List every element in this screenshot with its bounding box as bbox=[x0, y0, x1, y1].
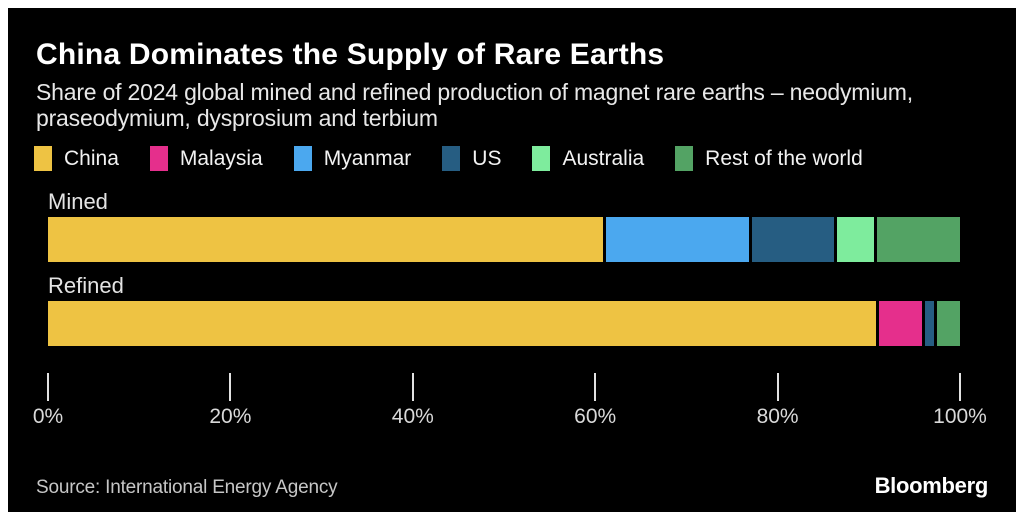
legend-label: Myanmar bbox=[323, 146, 412, 170]
x-axis: 0% 20% 40% 60% 80% 100% bbox=[33, 373, 987, 431]
axis-tick-label: 80% bbox=[756, 405, 799, 428]
chart-header: China Dominates the Supply of Rare Earth… bbox=[8, 8, 1016, 131]
bloomberg-logo: Bloomberg bbox=[874, 473, 989, 498]
axis-tick-mark bbox=[594, 373, 597, 401]
legend-swatch bbox=[442, 146, 461, 171]
legend-label: Malaysia bbox=[179, 146, 263, 170]
legend-item: Malaysia bbox=[149, 146, 263, 171]
bar-segment-rest-of-the-world bbox=[936, 301, 960, 346]
legend-item: China bbox=[34, 146, 119, 171]
legend: China Malaysia Myanmar US Australia Rest of t… bbox=[34, 146, 988, 171]
legend-label: China bbox=[64, 146, 119, 170]
legend-label: Australia bbox=[562, 146, 645, 170]
bar-segment-us bbox=[751, 217, 835, 262]
axis-tick-label: 40% bbox=[391, 405, 434, 428]
legend-swatch bbox=[34, 146, 52, 171]
legend-item: US bbox=[442, 146, 501, 171]
legend-item: Australia bbox=[532, 146, 644, 171]
axis-tick-mark bbox=[47, 373, 49, 401]
legend-label: Rest of the world bbox=[705, 146, 863, 170]
axis-tick-mark bbox=[411, 373, 414, 401]
bar-category-label: Mined bbox=[48, 189, 108, 214]
axis-tick-mark bbox=[229, 373, 232, 401]
axis-tick-label: 60% bbox=[574, 405, 617, 428]
axis-tick-mark bbox=[959, 373, 961, 401]
bar-segment-china bbox=[48, 301, 877, 346]
axis-tick-mark bbox=[776, 373, 779, 401]
bar-segment-us bbox=[925, 301, 934, 346]
axis-tick-label: 100% bbox=[933, 405, 987, 428]
bar-track bbox=[48, 301, 960, 346]
legend-item: Myanmar bbox=[293, 146, 412, 171]
bar-segment-australia bbox=[837, 217, 874, 262]
bar-segment-myanmar bbox=[605, 217, 749, 262]
legend-swatch bbox=[293, 146, 312, 171]
chart-footer: Source: International Energy Agency Bloo… bbox=[8, 473, 1016, 499]
bar-segment-malaysia bbox=[879, 301, 922, 346]
bars: Mined Refined bbox=[48, 190, 960, 346]
chart-subtitle: Share of 2024 global mined and refined p… bbox=[36, 79, 913, 131]
bar-segment-china bbox=[48, 217, 603, 262]
axis-tick-label: 20% bbox=[209, 405, 252, 428]
bar-row: Mined bbox=[48, 190, 960, 262]
bar-category-label: Refined bbox=[48, 273, 124, 298]
source-note: Source: International Energy Agency bbox=[36, 477, 338, 498]
legend-label: US bbox=[472, 146, 502, 170]
axis-tick-label: 0% bbox=[32, 405, 64, 428]
bar-track bbox=[48, 217, 960, 262]
bar-segment-rest-of-the-world bbox=[876, 217, 960, 262]
bar-row: Refined bbox=[48, 274, 960, 346]
chart-title: China Dominates the Supply of Rare Earth… bbox=[36, 38, 665, 71]
legend-swatch bbox=[675, 146, 694, 171]
legend-swatch bbox=[532, 146, 551, 171]
chart-panel: China Dominates the Supply of Rare Earth… bbox=[8, 8, 1016, 512]
legend-item: Rest of the world bbox=[675, 146, 863, 171]
legend-swatch bbox=[149, 146, 168, 171]
